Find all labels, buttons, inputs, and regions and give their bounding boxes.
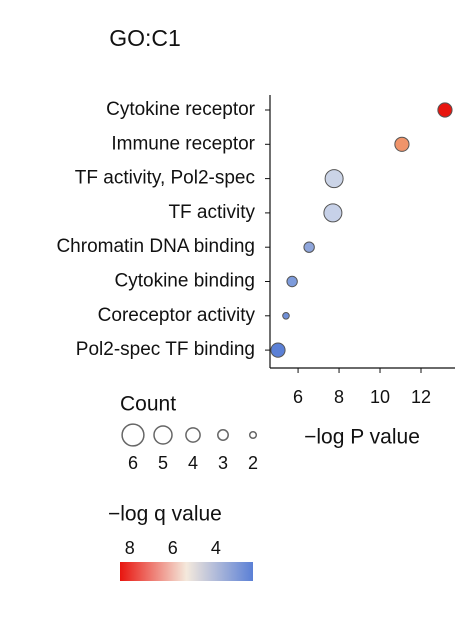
- y-tick-label: Pol2-spec TF binding: [76, 339, 255, 360]
- point: [323, 203, 343, 223]
- x-tick-label: 10: [370, 387, 390, 407]
- size-legend-label: 6: [128, 453, 138, 473]
- point: [437, 102, 453, 118]
- size-legend-marker: [185, 427, 201, 443]
- size-legend-label: 2: [248, 453, 258, 473]
- x-axis-label: −log P value: [304, 426, 420, 449]
- y-tick-label: Coreceptor activity: [98, 305, 256, 326]
- size-legend-title: Count: [120, 393, 176, 416]
- color-legend-title: −log q value: [108, 503, 222, 526]
- chart-title: GO:C1: [109, 25, 181, 51]
- x-tick-label: 6: [293, 387, 303, 407]
- x-tick-label: 12: [411, 387, 431, 407]
- size-legend-marker: [217, 429, 229, 441]
- size-legend-marker: [153, 425, 173, 445]
- color-bar: [120, 562, 253, 581]
- point: [270, 342, 286, 358]
- y-tick-label: Cytokine binding: [115, 271, 255, 292]
- point: [324, 169, 344, 189]
- size-legend-marker: [121, 423, 145, 447]
- point: [394, 136, 410, 152]
- size-legend-label: 4: [188, 453, 198, 473]
- y-tick-label: TF activity: [168, 202, 255, 223]
- point: [282, 312, 290, 320]
- size-legend-label: 5: [158, 453, 168, 473]
- point: [286, 275, 298, 288]
- size-legend-label: 3: [218, 453, 228, 473]
- size-legend-marker: [248, 430, 258, 440]
- y-tick-label: Chromatin DNA binding: [56, 236, 255, 257]
- y-tick-label: Cytokine receptor: [106, 99, 256, 120]
- point: [303, 241, 315, 253]
- y-tick-label: TF activity, Pol2-spec: [75, 168, 255, 189]
- y-tick-label: Immune receptor: [111, 133, 255, 154]
- x-tick-label: 8: [334, 387, 344, 407]
- color-legend-label: 8: [125, 538, 135, 558]
- color-legend-label: 6: [168, 538, 178, 558]
- color-legend-label: 4: [211, 538, 221, 558]
